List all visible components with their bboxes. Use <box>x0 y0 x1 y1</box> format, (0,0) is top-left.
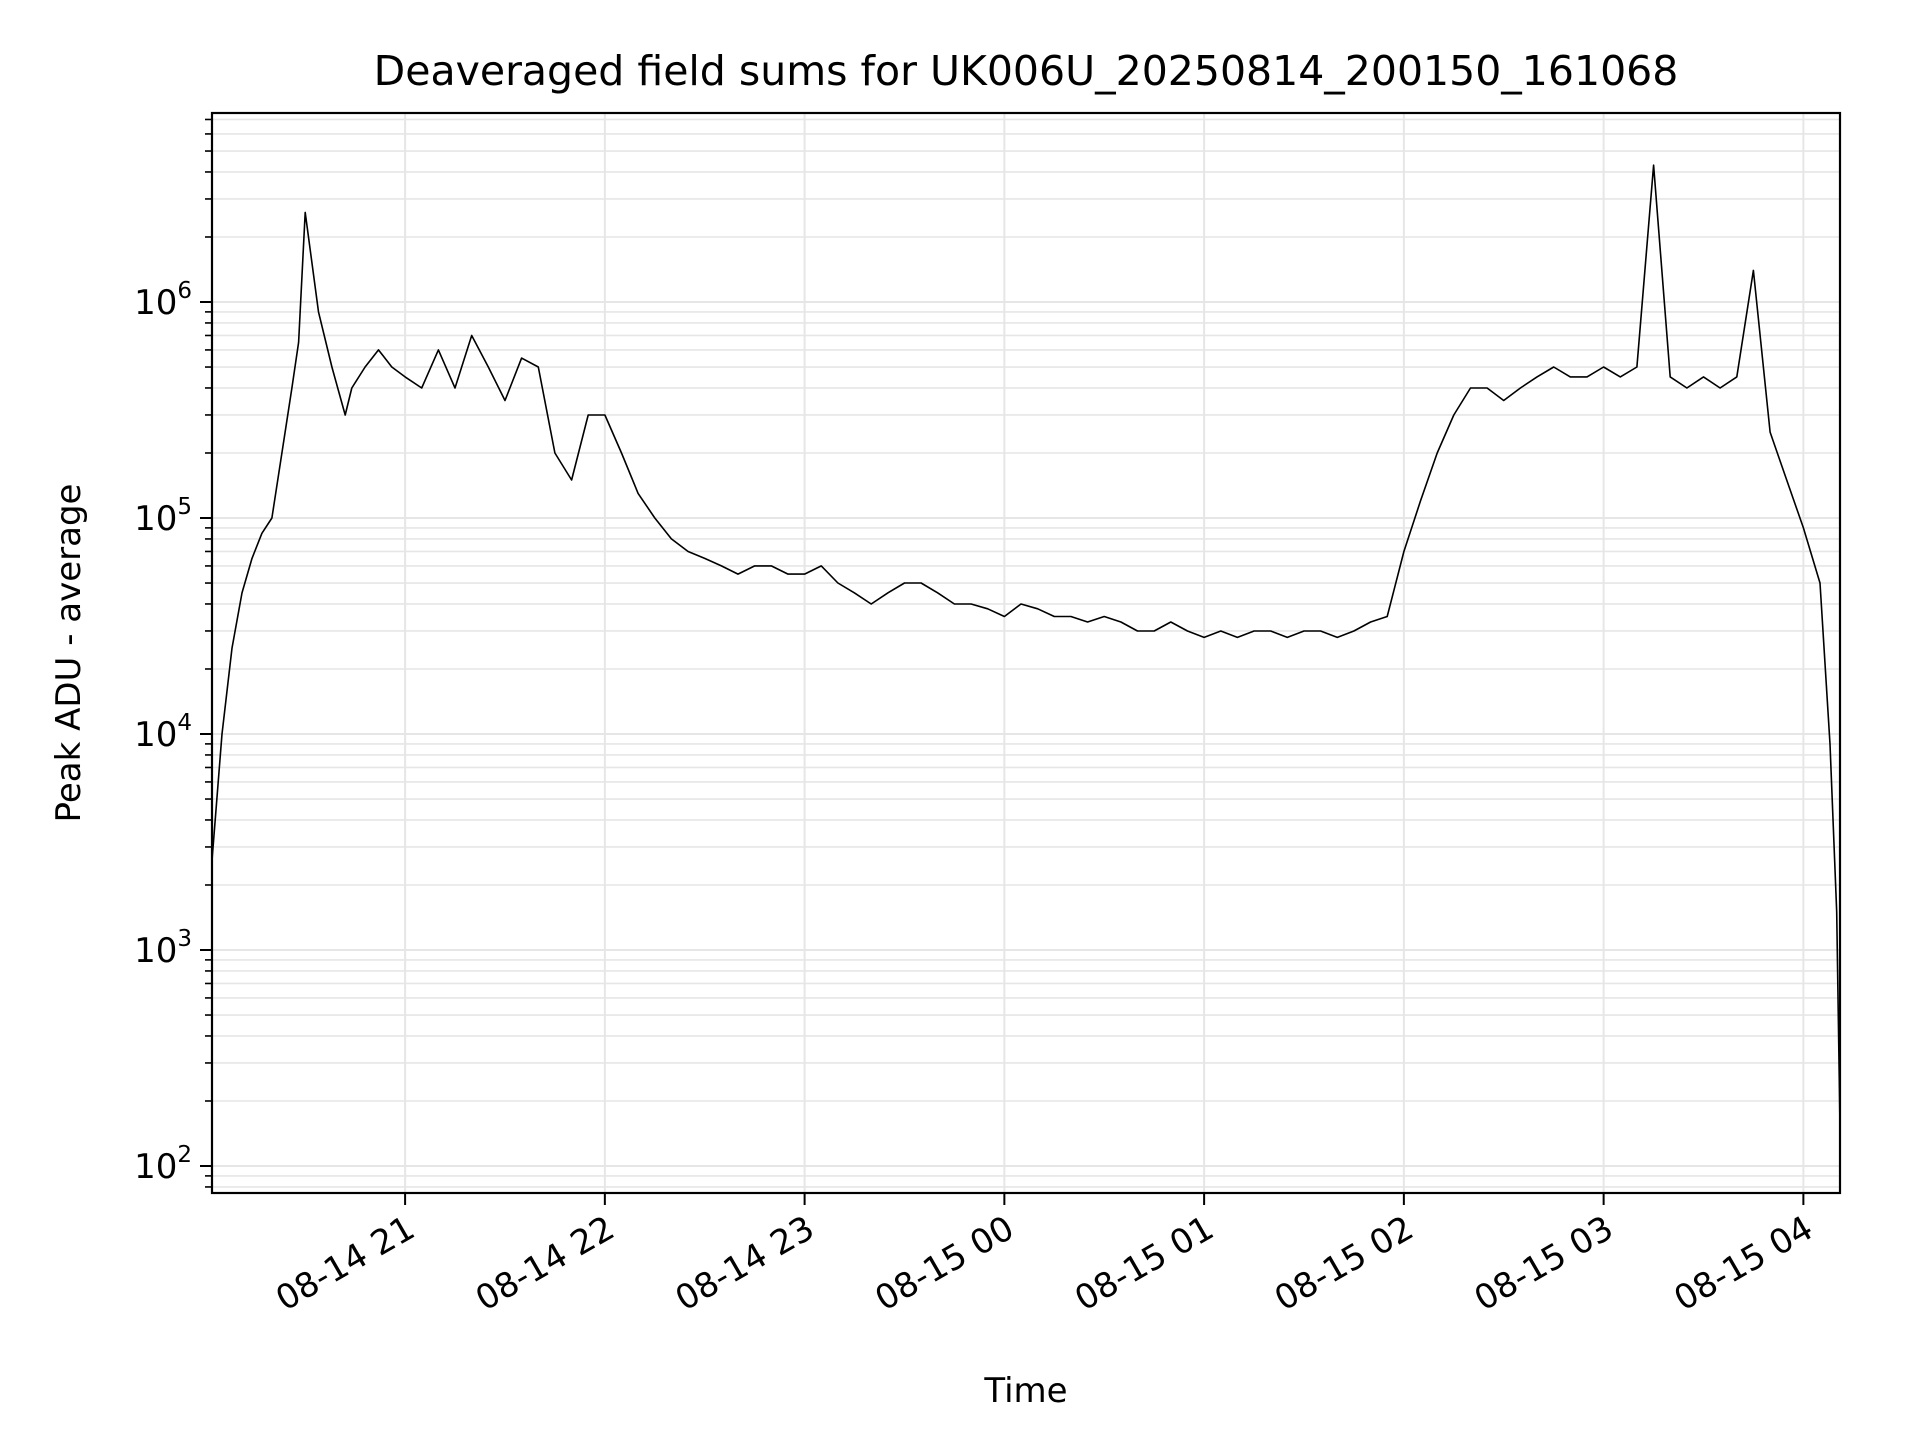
grid <box>212 113 1840 1193</box>
plot-frame <box>210 111 1842 1195</box>
y-tick-label: 104 <box>134 710 192 755</box>
y-tick-label: 103 <box>134 926 192 971</box>
y-tick-label: 105 <box>134 494 192 539</box>
chart-title: Deaveraged field sums for UK006U_2025081… <box>374 47 1679 95</box>
y-axis-label: Peak ADU - average <box>49 484 89 823</box>
y-axis: 102 103 104 105 106 <box>134 118 212 1188</box>
series-layer <box>211 164 1841 1129</box>
y-tick-label: 102 <box>134 1142 192 1187</box>
y-tick-label: 106 <box>134 278 192 323</box>
series-line-0 <box>211 164 1841 1129</box>
x-axis-label: Time <box>983 1371 1067 1411</box>
